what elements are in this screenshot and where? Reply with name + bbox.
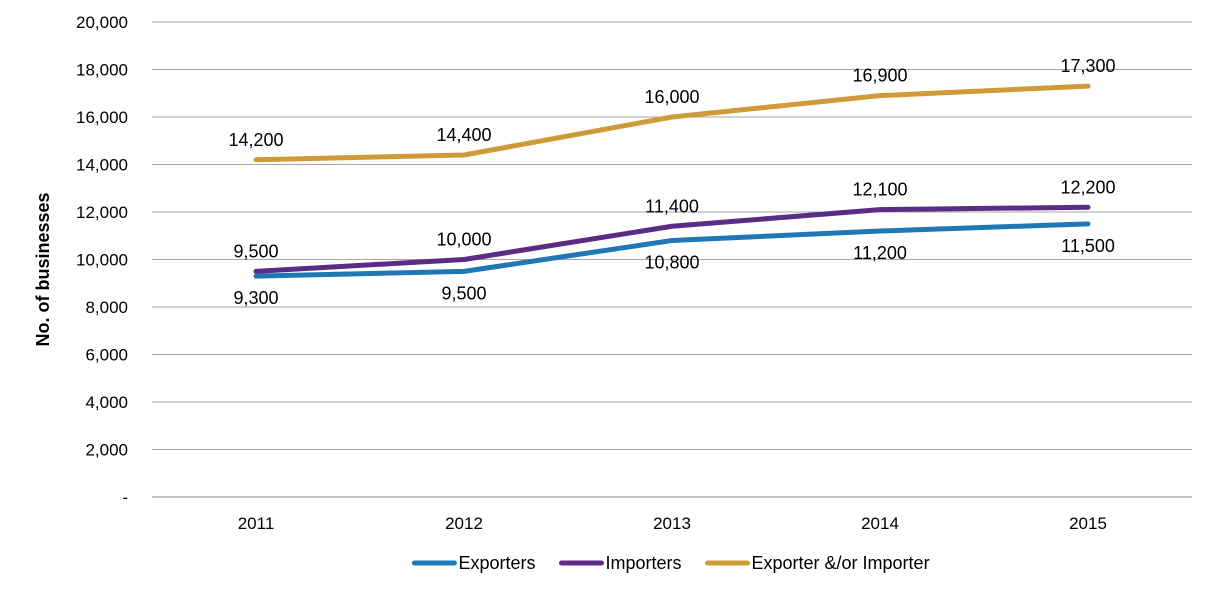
series-line bbox=[253, 83, 1091, 163]
y-tick-label: - bbox=[122, 488, 128, 507]
y-tick-label: 14,000 bbox=[76, 156, 128, 175]
data-label: 11,200 bbox=[853, 243, 907, 263]
series-lines bbox=[253, 83, 1091, 279]
data-label: 11,400 bbox=[645, 196, 699, 216]
legend: Exporters Importers Exporter &/or Importer bbox=[411, 553, 930, 573]
legend-label: Exporters bbox=[458, 553, 535, 573]
data-label: 17,300 bbox=[1060, 56, 1115, 76]
x-tick-label: 2012 bbox=[445, 514, 483, 533]
data-label: 9,300 bbox=[233, 288, 278, 308]
data-label: 10,800 bbox=[644, 253, 699, 273]
data-label: 12,200 bbox=[1060, 177, 1115, 197]
x-tick-label: 2013 bbox=[653, 514, 691, 533]
data-label: 9,500 bbox=[233, 241, 278, 261]
data-label: 10,000 bbox=[436, 230, 491, 250]
legend-item: Exporters bbox=[411, 553, 535, 573]
y-tick-label: 18,000 bbox=[76, 61, 128, 80]
y-tick-label: 20,000 bbox=[76, 13, 128, 32]
x-tick-label: 2015 bbox=[1069, 514, 1107, 533]
data-label: 11,500 bbox=[1061, 236, 1115, 256]
x-tick-label: 2014 bbox=[861, 514, 899, 533]
y-tick-label: 10,000 bbox=[76, 251, 128, 270]
data-label: 14,200 bbox=[228, 130, 283, 150]
x-tick-label: 2011 bbox=[238, 514, 275, 533]
legend-label: Exporter &/or Importer bbox=[752, 553, 930, 573]
y-tick-label: 12,000 bbox=[76, 203, 128, 222]
y-axis-ticks: - 2,000 4,000 6,000 8,000 10,000 12,000 14,000 1… bbox=[76, 13, 128, 507]
y-tick-label: 6,000 bbox=[85, 346, 128, 365]
data-label: 16,900 bbox=[852, 66, 907, 86]
data-label: 16,000 bbox=[644, 87, 699, 107]
y-axis-title: No. of businesses bbox=[33, 192, 53, 346]
series-line bbox=[253, 204, 1091, 274]
legend-item: Importers bbox=[558, 553, 682, 573]
y-tick-label: 8,000 bbox=[85, 298, 128, 317]
y-tick-label: 16,000 bbox=[76, 108, 128, 127]
data-label: 9,500 bbox=[441, 283, 486, 303]
legend-label: Importers bbox=[605, 553, 681, 573]
data-label: 14,400 bbox=[436, 125, 491, 145]
y-tick-label: 4,000 bbox=[85, 393, 128, 412]
data-labels: 9,300 9,500 10,800 11,200 11,500 9,500 10,000 1… bbox=[228, 56, 1115, 308]
legend-item: Exporter &/or Importer bbox=[705, 553, 930, 573]
data-label: 12,100 bbox=[852, 180, 907, 200]
y-tick-label: 2,000 bbox=[85, 441, 128, 460]
x-axis-ticks: 2011 2012 2013 2014 2015 bbox=[238, 514, 1107, 533]
series-line bbox=[253, 221, 1091, 279]
